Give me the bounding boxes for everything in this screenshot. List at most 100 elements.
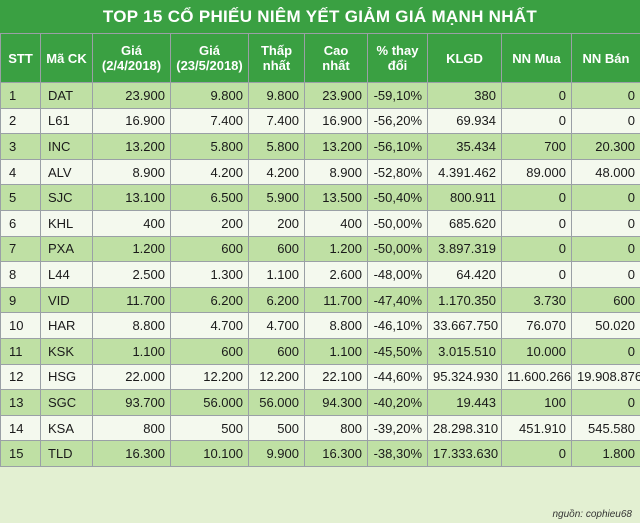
col-header-gia-after: Giá (23/5/2018) xyxy=(170,33,249,83)
low-cell: 6.200 xyxy=(248,286,305,314)
high-cell: 1.100 xyxy=(304,337,368,365)
table-row: 9 VID 11.700 6.200 6.200 11.700 -47,40% 1.170.3… xyxy=(0,286,640,314)
pct-change-cell: -39,20% xyxy=(367,414,428,442)
volume-cell: 800.911 xyxy=(427,184,502,211)
table-row: 14 KSA 800 500 500 800 -39,20% 28.298.310 451.91… xyxy=(0,414,640,442)
foreign-buy-cell: 0 xyxy=(501,82,572,109)
low-cell: 600 xyxy=(248,337,305,365)
volume-cell: 69.934 xyxy=(427,107,502,135)
foreign-sell-cell: 0 xyxy=(571,337,640,365)
col-header-line: đổi xyxy=(387,58,408,73)
table-row: 13 SGC 93.700 56.000 56.000 94.300 -40,20% 19.4… xyxy=(0,389,640,416)
col-header-line: KLGD xyxy=(446,50,483,66)
col-header-nn-ban: NN Bán xyxy=(571,33,640,83)
col-header-line: NN Bán xyxy=(582,50,630,66)
price-after-cell: 6.500 xyxy=(170,184,249,211)
foreign-buy-cell: 0 xyxy=(501,261,572,288)
ma-ck-cell: L61 xyxy=(40,107,93,135)
high-cell: 16.300 xyxy=(304,440,368,467)
pct-change-cell: -56,10% xyxy=(367,133,428,160)
price-after-cell: 6.200 xyxy=(170,286,249,314)
low-cell: 4.200 xyxy=(248,158,305,186)
volume-cell: 28.298.310 xyxy=(427,414,502,442)
ma-ck-cell: HAR xyxy=(40,312,93,339)
high-cell: 8.900 xyxy=(304,158,368,186)
stt-cell: 14 xyxy=(0,414,41,442)
col-header-line: NN Mua xyxy=(512,50,561,66)
price-after-cell: 5.800 xyxy=(170,133,249,160)
high-cell: 16.900 xyxy=(304,107,368,135)
low-cell: 9.800 xyxy=(248,82,305,109)
ma-ck-cell: VID xyxy=(40,286,93,314)
price-after-cell: 7.400 xyxy=(170,107,249,135)
stt-cell: 12 xyxy=(0,363,41,391)
foreign-buy-cell: 11.600.266 xyxy=(501,363,572,391)
foreign-buy-cell: 10.000 xyxy=(501,337,572,365)
volume-cell: 35.434 xyxy=(427,133,502,160)
ma-ck-cell: KSA xyxy=(40,414,93,442)
stt-cell: 13 xyxy=(0,389,41,416)
price-after-cell: 200 xyxy=(170,209,249,237)
low-cell: 5.800 xyxy=(248,133,305,160)
col-header-line: Giá xyxy=(121,43,142,58)
stt-cell: 5 xyxy=(0,184,41,211)
low-cell: 5.900 xyxy=(248,184,305,211)
high-cell: 23.900 xyxy=(304,82,368,109)
foreign-buy-cell: 0 xyxy=(501,209,572,237)
col-header-line: nhất xyxy=(322,58,350,73)
pct-change-cell: -52,80% xyxy=(367,158,428,186)
price-before-cell: 1.200 xyxy=(92,235,171,263)
stt-cell: 4 xyxy=(0,158,41,186)
price-after-cell: 12.200 xyxy=(170,363,249,391)
foreign-sell-cell: 48.000 xyxy=(571,158,640,186)
foreign-sell-cell: 0 xyxy=(571,107,640,135)
foreign-sell-cell: 545.580 xyxy=(571,414,640,442)
price-after-cell: 500 xyxy=(170,414,249,442)
col-header-line: Cao xyxy=(323,43,349,58)
foreign-buy-cell: 3.730 xyxy=(501,286,572,314)
price-before-cell: 8.800 xyxy=(92,312,171,339)
high-cell: 400 xyxy=(304,209,368,237)
stt-cell: 6 xyxy=(0,209,41,237)
pct-change-cell: -50,40% xyxy=(367,184,428,211)
ma-ck-cell: KSK xyxy=(40,337,93,365)
low-cell: 600 xyxy=(248,235,305,263)
table-row: 11 KSK 1.100 600 600 1.100 -45,50% 3.015.510 10.… xyxy=(0,337,640,365)
low-cell: 1.100 xyxy=(248,261,305,288)
price-after-cell: 10.100 xyxy=(170,440,249,467)
col-header-line: (23/5/2018) xyxy=(176,58,243,73)
stt-cell: 1 xyxy=(0,82,41,109)
ma-ck-cell: KHL xyxy=(40,209,93,237)
volume-cell: 33.667.750 xyxy=(427,312,502,339)
price-before-cell: 8.900 xyxy=(92,158,171,186)
high-cell: 94.300 xyxy=(304,389,368,416)
pct-change-cell: -47,40% xyxy=(367,286,428,314)
table-row: 3 INC 13.200 5.800 5.800 13.200 -56,10% 35.434 7… xyxy=(0,133,640,160)
foreign-buy-cell: 0 xyxy=(501,440,572,467)
foreign-sell-cell: 0 xyxy=(571,389,640,416)
price-after-cell: 1.300 xyxy=(170,261,249,288)
pct-change-cell: -56,20% xyxy=(367,107,428,135)
table-row: 12 HSG 22.000 12.200 12.200 22.100 -44,60% 95.3… xyxy=(0,363,640,391)
price-before-cell: 93.700 xyxy=(92,389,171,416)
table-row: 6 KHL 400 200 200 400 -50,00% 685.620 0 0 xyxy=(0,209,640,237)
col-header-pct-change: % thay đổi xyxy=(367,33,428,83)
pct-change-cell: -40,20% xyxy=(367,389,428,416)
table-row: 8 L44 2.500 1.300 1.100 2.600 -48,00% 64.420 0 0 xyxy=(0,261,640,288)
high-cell: 2.600 xyxy=(304,261,368,288)
volume-cell: 95.324.930 xyxy=(427,363,502,391)
stt-cell: 2 xyxy=(0,107,41,135)
price-before-cell: 22.000 xyxy=(92,363,171,391)
volume-cell: 4.391.462 xyxy=(427,158,502,186)
ma-ck-cell: INC xyxy=(40,133,93,160)
price-before-cell: 13.100 xyxy=(92,184,171,211)
foreign-buy-cell: 100 xyxy=(501,389,572,416)
stt-cell: 3 xyxy=(0,133,41,160)
ma-ck-cell: TLD xyxy=(40,440,93,467)
col-header-cao-nhat: Cao nhất xyxy=(304,33,368,83)
price-after-cell: 600 xyxy=(170,337,249,365)
ma-ck-cell: DAT xyxy=(40,82,93,109)
foreign-sell-cell: 50.020 xyxy=(571,312,640,339)
table-row: 15 TLD 16.300 10.100 9.900 16.300 -38,30% 17.33… xyxy=(0,440,640,467)
ma-ck-cell: HSG xyxy=(40,363,93,391)
